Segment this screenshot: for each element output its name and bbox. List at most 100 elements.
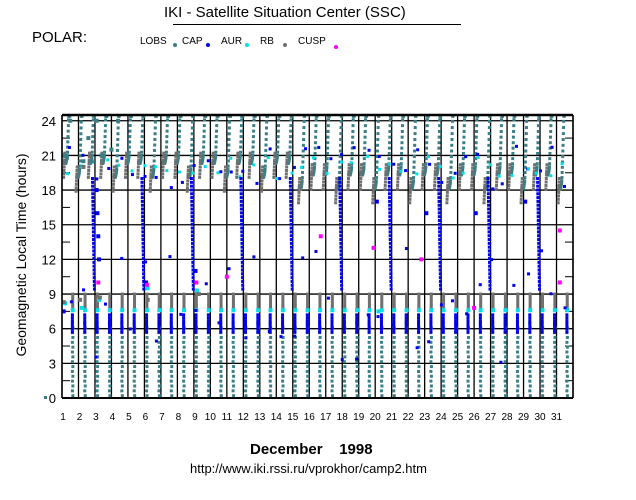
point-lobs <box>528 389 532 393</box>
point-rb <box>318 299 322 303</box>
point-cap <box>388 230 392 234</box>
point-cap <box>206 321 210 325</box>
point-cap <box>417 321 421 325</box>
point-lobs <box>528 355 532 359</box>
point-cap <box>330 327 334 331</box>
point-aur <box>404 308 409 313</box>
point-lobs <box>170 394 174 398</box>
point-cap <box>169 319 173 323</box>
point-lobs <box>536 141 540 145</box>
point-lobs <box>231 360 235 364</box>
point-rb <box>392 301 396 305</box>
point-rb <box>185 186 189 190</box>
point-lobs <box>81 159 86 164</box>
point-lobs <box>152 159 156 163</box>
point-lobs <box>83 389 87 393</box>
y-tick-label: 0 <box>49 391 56 406</box>
point-lobs <box>512 118 516 122</box>
point-rb <box>442 292 446 296</box>
point-lobs <box>404 340 408 344</box>
point-lobs <box>491 394 495 398</box>
point-cap <box>290 279 294 283</box>
point-lobs <box>449 179 453 183</box>
point-cap <box>490 258 494 262</box>
point-lobs <box>442 355 446 359</box>
point-cap <box>540 321 544 325</box>
point-cap <box>376 315 380 319</box>
point-cap <box>191 257 195 261</box>
point-cusp <box>371 245 376 250</box>
point-rb <box>445 194 449 198</box>
point-cap <box>379 316 383 320</box>
point-cap <box>70 330 74 334</box>
point-cap <box>103 302 107 306</box>
point-rb <box>199 151 203 155</box>
point-lobs <box>293 340 297 344</box>
point-lobs <box>170 365 174 369</box>
point-lobs <box>355 365 359 369</box>
point-rb <box>87 158 91 162</box>
point-lobs <box>164 153 168 157</box>
point-lobs <box>219 374 223 378</box>
point-cap <box>143 174 147 178</box>
point-cap <box>338 218 342 222</box>
point-lobs <box>318 360 322 364</box>
point-lobs <box>565 355 569 359</box>
point-cap <box>536 203 540 207</box>
point-cap <box>190 226 194 230</box>
point-rb <box>470 170 474 174</box>
point-cap <box>404 316 408 320</box>
point-lobs <box>462 124 466 128</box>
point-rb <box>508 163 512 167</box>
point-rb <box>359 177 363 181</box>
point-lobs <box>231 350 235 354</box>
point-cap <box>429 316 433 320</box>
plot-frame <box>61 113 574 399</box>
point-lobs <box>90 150 94 154</box>
point-lobs <box>244 355 248 359</box>
point-lobs <box>153 132 157 136</box>
y-tick-label: 18 <box>42 183 56 198</box>
point-cap <box>329 157 333 161</box>
point-lobs <box>215 124 219 128</box>
point-cap <box>537 276 541 280</box>
point-lobs <box>128 129 132 133</box>
point-lobs <box>528 384 532 388</box>
point-rb <box>111 189 115 193</box>
point-lobs <box>438 118 442 122</box>
point-lobs <box>337 179 341 183</box>
point-lobs <box>269 335 273 339</box>
point-lobs <box>219 379 223 383</box>
point-cap <box>92 253 96 257</box>
point-cap <box>243 327 247 331</box>
point-cap <box>240 241 244 245</box>
point-lobs <box>417 389 421 393</box>
point-lobs <box>108 384 112 388</box>
point-lobs <box>170 384 174 388</box>
point-rb <box>433 187 437 191</box>
point-cap <box>256 321 260 325</box>
point-rb <box>248 155 252 159</box>
point-lobs <box>504 345 508 349</box>
point-lobs <box>289 118 293 122</box>
point-rb <box>108 299 112 303</box>
point-lobs <box>417 374 421 378</box>
point-cap <box>145 319 149 323</box>
point-lobs <box>466 374 470 378</box>
point-lobs <box>504 384 508 388</box>
point-cap <box>429 330 433 334</box>
point-cap <box>190 203 194 207</box>
point-aur <box>497 174 501 178</box>
point-lobs <box>239 124 243 128</box>
point-lobs <box>178 118 182 122</box>
point-cap <box>194 316 198 320</box>
point-cap <box>229 170 233 174</box>
point-rb <box>310 163 314 167</box>
point-lobs <box>157 384 161 388</box>
point-rb <box>380 297 384 301</box>
point-cap <box>338 211 342 215</box>
point-rb <box>409 183 413 187</box>
point-rb <box>162 155 166 159</box>
point-lobs <box>479 394 483 398</box>
point-rb <box>284 172 288 176</box>
